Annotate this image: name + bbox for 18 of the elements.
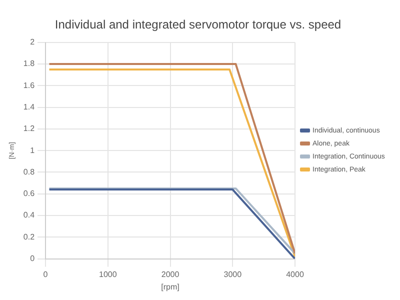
y-tick-label: 0.8 bbox=[23, 167, 36, 176]
y-tick-label: 2 bbox=[30, 38, 36, 47]
y-tick-label: 1 bbox=[30, 146, 36, 155]
x-tick-label: 1000 bbox=[98, 270, 118, 279]
x-axis-title: [rpm] bbox=[161, 282, 180, 292]
y-tick-label: 1.2 bbox=[23, 124, 36, 134]
y-tick-label: 0.4 bbox=[23, 210, 36, 220]
y-tick-label: 0 bbox=[30, 254, 36, 264]
y-tick-label: 1.6 bbox=[23, 80, 36, 90]
y-tick-label: 1.8 bbox=[23, 59, 36, 68]
y-tick-label: 1.4 bbox=[23, 102, 36, 112]
x-tick-label: 3000 bbox=[224, 270, 242, 279]
chart-title: Individual and integrated servomotor torque vs. speed bbox=[54, 18, 342, 32]
x-tick-label: 4000 bbox=[286, 270, 304, 279]
y-tick-label: 0.2 bbox=[23, 232, 36, 242]
x-tick-label: 0 bbox=[43, 270, 48, 279]
x-tick-label: 2000 bbox=[161, 270, 180, 279]
y-tick-label: 0.6 bbox=[23, 189, 36, 198]
